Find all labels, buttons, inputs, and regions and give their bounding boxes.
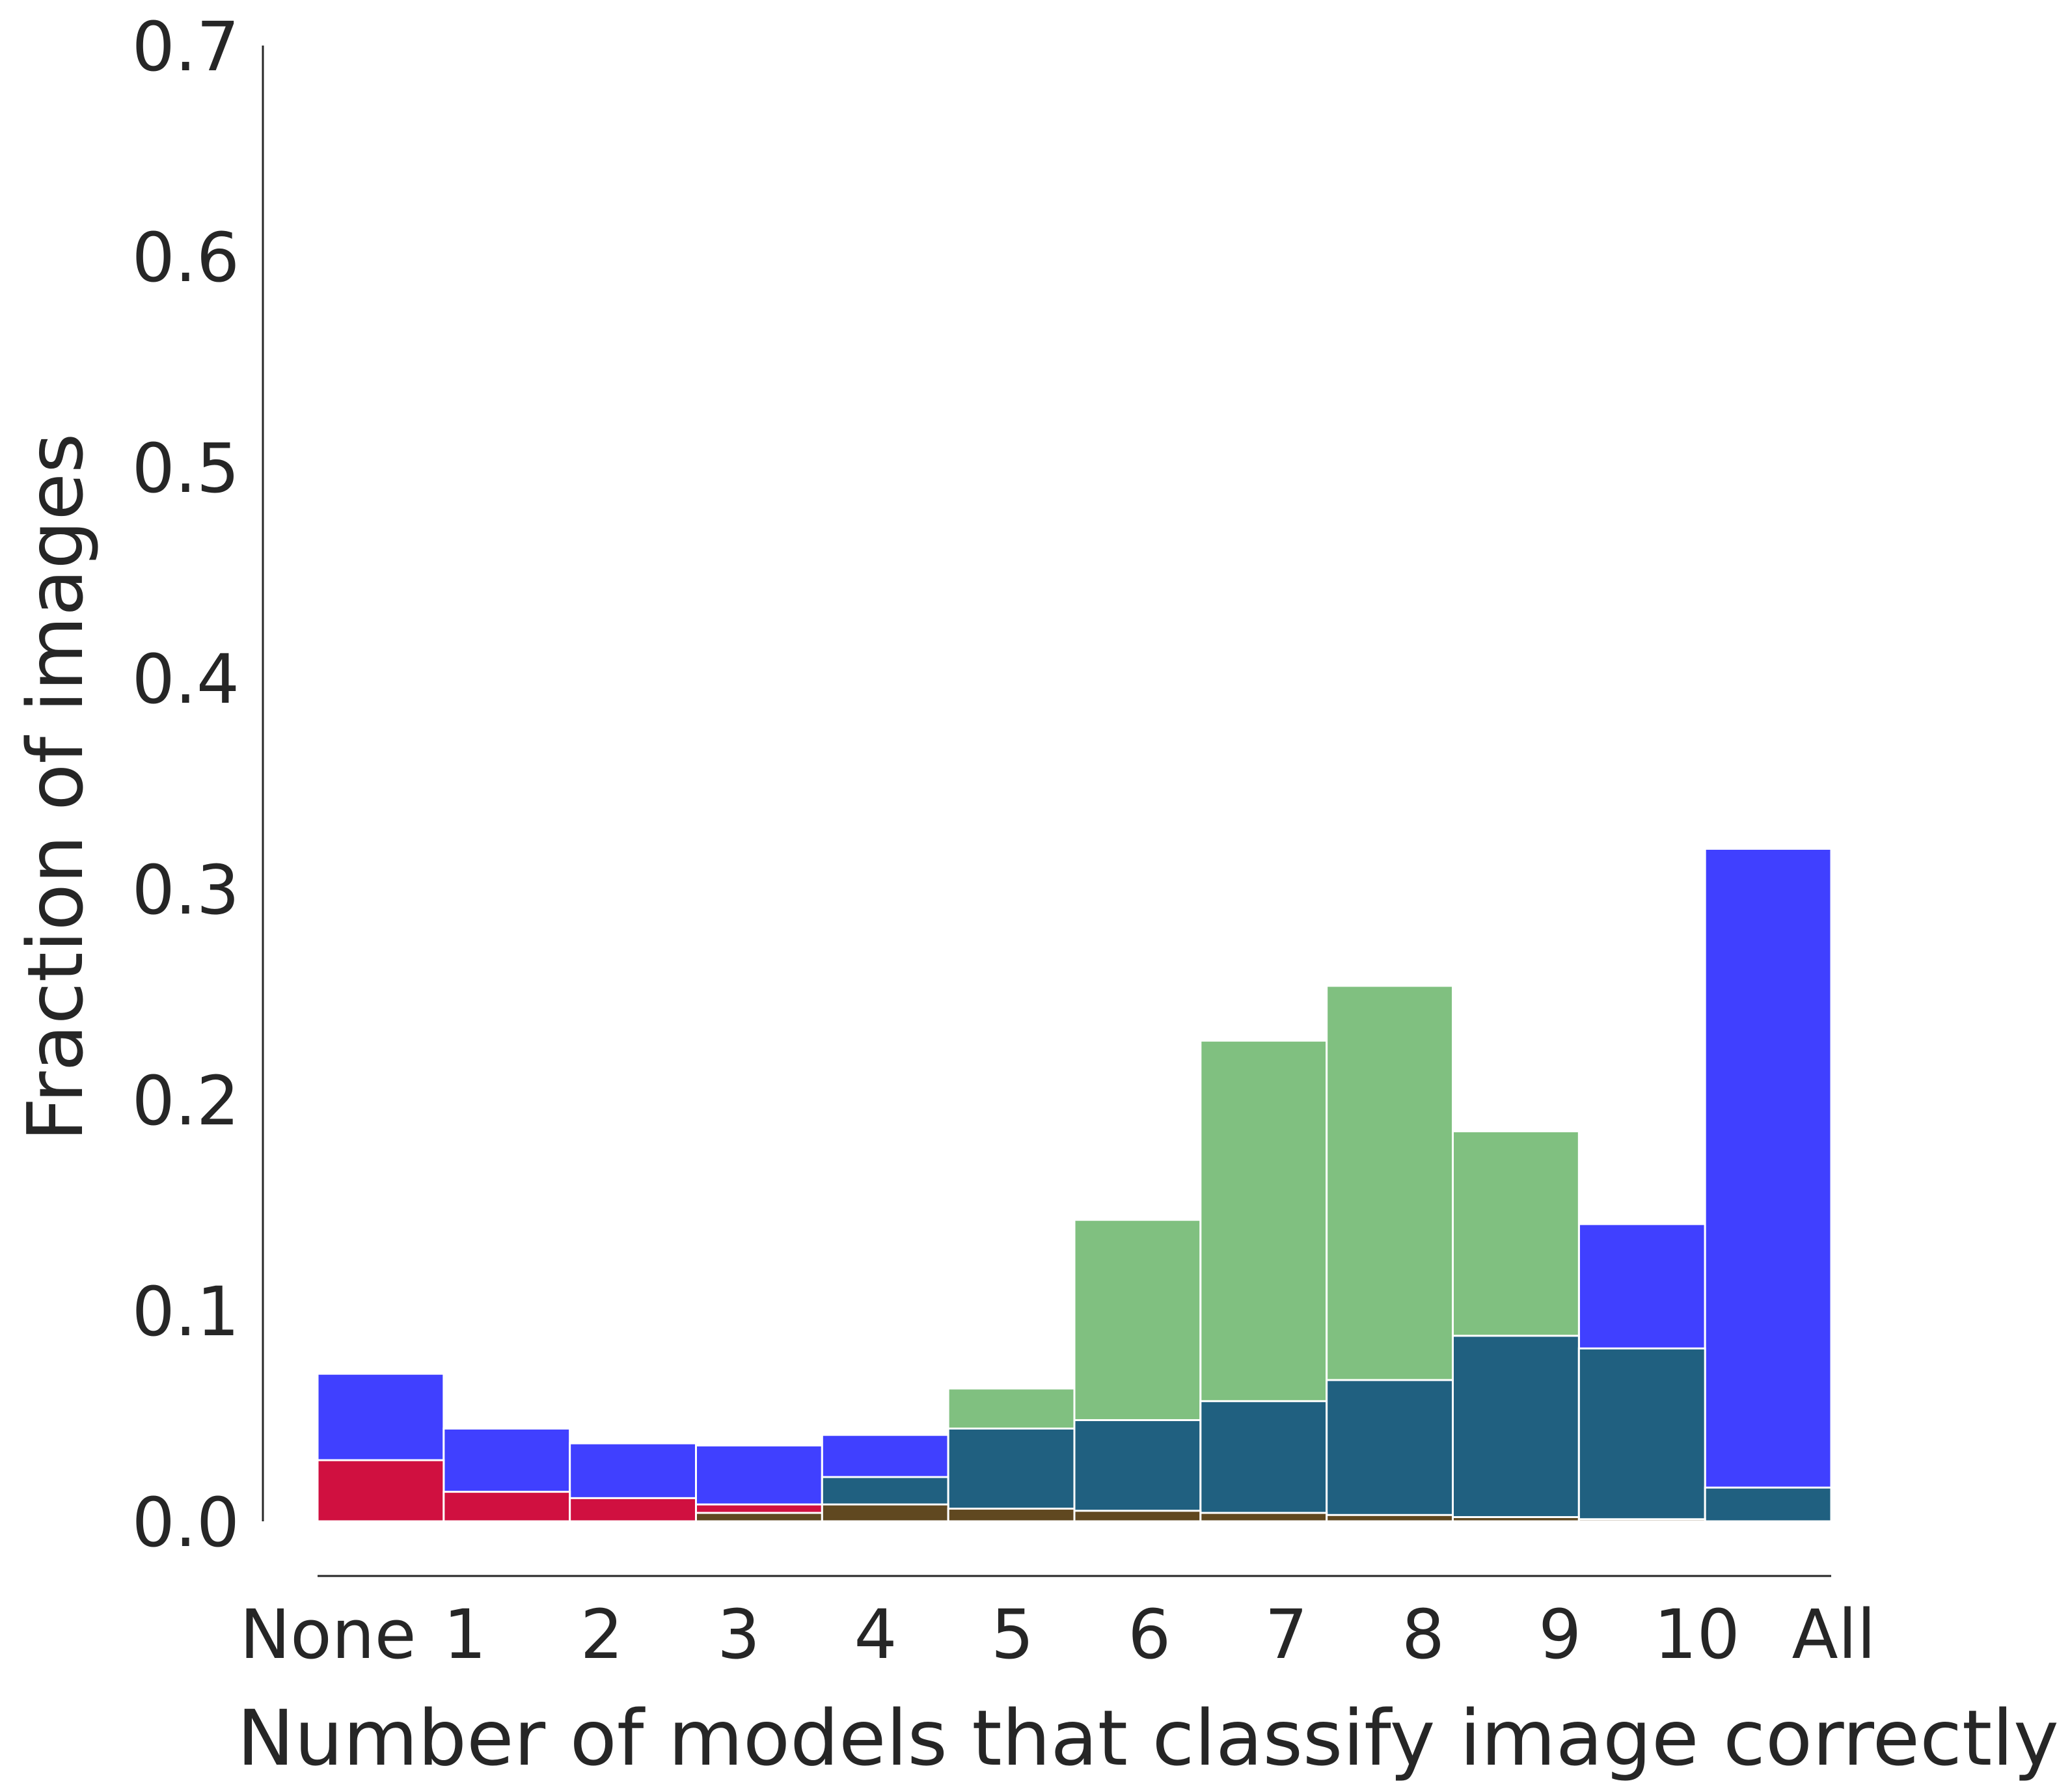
bar-series-5-5 [947, 1508, 1076, 1523]
y-tick-labels: 0.0 0.1 0.2 0.3 0.4 0.5 0.6 0.7 [132, 7, 239, 1562]
bar-series-5-7 [1199, 1512, 1328, 1523]
bars-layer [316, 847, 1832, 1523]
bar-series-3-7 [1199, 1400, 1328, 1523]
y-tick-label: 0.2 [132, 1061, 239, 1141]
x-tick-labels: None 1 2 3 4 5 6 7 8 9 10 All [239, 1595, 1875, 1674]
bar-series-3-8 [1326, 1379, 1454, 1523]
bar-series-3-6 [1073, 1419, 1202, 1523]
bar-series-5-8 [1326, 1514, 1454, 1523]
bar-series-4-2 [569, 1497, 698, 1523]
y-tick-label: 0.0 [132, 1483, 239, 1562]
x-tick-label-4: 4 [854, 1595, 897, 1674]
x-tick-label-3: 3 [717, 1595, 760, 1674]
y-tick-label: 0.7 [132, 7, 239, 87]
y-tick-label: 0.6 [132, 218, 239, 297]
y-tick-label: 0.3 [132, 850, 239, 930]
y-tick-label: 0.5 [132, 429, 239, 508]
bar-series-3-9 [1452, 1335, 1580, 1523]
bar-series-4-none [316, 1459, 445, 1523]
bar-series-3-10 [1577, 1347, 1706, 1523]
bar-series-3-5 [947, 1427, 1076, 1523]
bar-series-5-3 [695, 1512, 823, 1523]
x-tick-label-8: 8 [1402, 1595, 1445, 1674]
bar-series-5-9 [1452, 1516, 1580, 1523]
x-tick-label-all: All [1792, 1595, 1876, 1674]
bar-series-5-6 [1073, 1510, 1202, 1523]
x-tick-label-9: 9 [1538, 1595, 1581, 1674]
bar-series-5-4 [821, 1503, 949, 1523]
bar-series-5-10 [1577, 1518, 1706, 1523]
bar-series-4-1 [443, 1491, 571, 1523]
x-tick-label-6: 6 [1128, 1595, 1171, 1674]
y-axis-title: Fraction of images [10, 433, 100, 1142]
bar-series-1-all [1704, 847, 1832, 1523]
x-tick-label-10: 10 [1654, 1595, 1739, 1674]
x-tick-label-1: 1 [443, 1595, 486, 1674]
x-tick-label-none: None [239, 1595, 416, 1674]
x-tick-label-2: 2 [580, 1595, 623, 1674]
x-axis-title: Number of models that classify image cor… [237, 1693, 2057, 1783]
y-tick-label: 0.1 [132, 1272, 239, 1351]
y-tick-label: 0.4 [132, 640, 239, 719]
bar-series-3-all [1704, 1486, 1832, 1523]
x-tick-label-7: 7 [1264, 1595, 1307, 1674]
x-tick-label-5: 5 [991, 1595, 1034, 1674]
